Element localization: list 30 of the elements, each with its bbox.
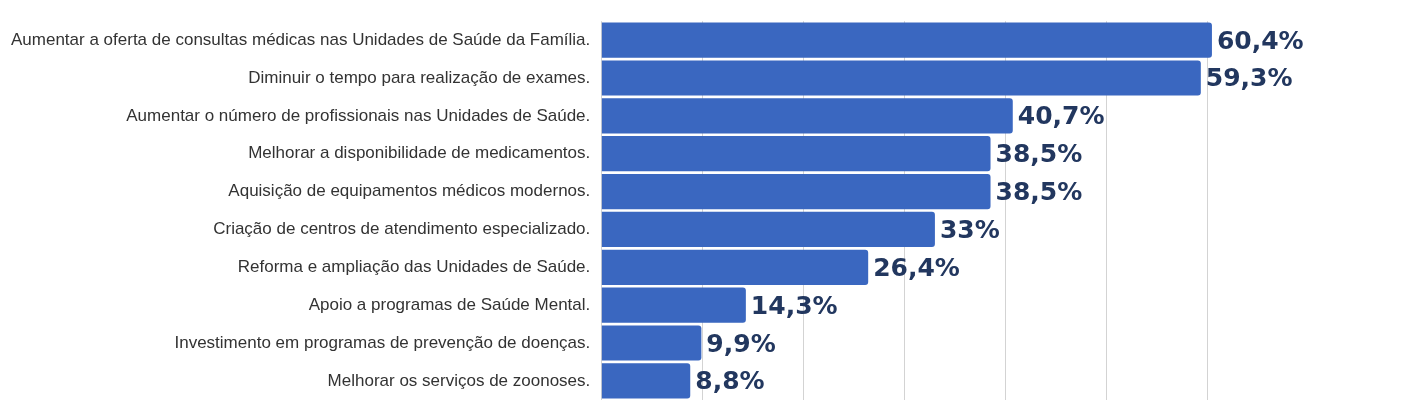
data-label: 14,3% xyxy=(750,290,838,320)
bar xyxy=(601,60,1201,96)
y-tick-label: Aquisição de equipamentos médicos modernos. xyxy=(228,181,591,201)
y-tick-label: Criação de centros de atendimento especializado. xyxy=(213,219,591,239)
data-label: 26,4% xyxy=(873,252,960,282)
data-label: 8,8% xyxy=(695,366,765,396)
data-label: 40,7% xyxy=(1017,101,1105,131)
y-tick-label: Investimento em programas de prevenção de doenças. xyxy=(174,332,591,352)
bar xyxy=(601,136,991,172)
y-tick-label: Melhorar os serviços de zoonoses. xyxy=(327,370,591,390)
bar xyxy=(601,173,991,210)
y-tick-label: Aumentar o número de profissionais nas Unidades de Saúde. xyxy=(126,105,591,125)
data-label: 59,3% xyxy=(1205,63,1293,93)
bar xyxy=(601,98,1013,134)
y-tick-label: Apoio a programas de Saúde Mental. xyxy=(308,294,591,314)
bar xyxy=(601,363,691,399)
y-tick-label: Reforma e ampliação das Unidades de Saúde. xyxy=(237,256,591,276)
data-label: 33% xyxy=(939,214,1000,244)
data-label: 38,5% xyxy=(995,139,1083,169)
bar xyxy=(601,325,702,361)
data-label: 60,4% xyxy=(1216,25,1304,55)
y-tick-label: Melhorar a disponibilidade de medicamentos. xyxy=(248,143,591,163)
bar xyxy=(601,249,869,285)
bar xyxy=(601,211,935,248)
data-label: 38,5% xyxy=(995,177,1083,207)
y-tick-label: Diminuir o tempo para realização de exames. xyxy=(248,67,591,87)
data-label: 9,9% xyxy=(706,328,776,358)
bar xyxy=(601,287,746,323)
bar xyxy=(601,22,1212,58)
y-tick-label: Aumentar a oferta de consultas médicas nas Unidades de Saúde da Família. xyxy=(11,29,591,49)
